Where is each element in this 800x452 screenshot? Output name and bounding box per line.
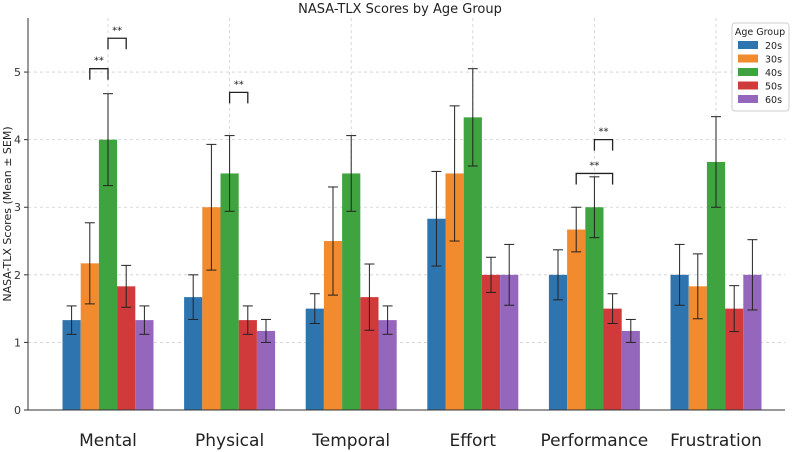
ticks-layer: 0 1 2 3 4 5 <box>14 66 28 417</box>
bar-60s-mental <box>135 320 154 410</box>
legend-swatch-40s <box>738 68 758 76</box>
legend-label-60s: 60s <box>765 95 782 106</box>
bar-60s-effort <box>500 274 519 410</box>
legend-swatch-30s <box>738 54 758 63</box>
category-label: Frustration <box>670 431 762 451</box>
bar-40s-mental <box>98 139 118 411</box>
bar-30s-performance <box>567 229 586 410</box>
category-label: Physical <box>195 431 264 451</box>
bar-50s-frustration <box>725 308 744 410</box>
y-tick-label: 3 <box>14 201 21 214</box>
y-axis-label: NASA-TLX Scores (Mean ± SEM) <box>1 126 14 301</box>
significance-label: ** <box>599 127 609 138</box>
y-tick-label: 2 <box>14 269 21 282</box>
category-label: Mental <box>79 431 137 451</box>
bar-50s-performance <box>603 308 622 410</box>
bar-20s-temporal <box>305 308 324 410</box>
error-bars-layer <box>66 68 758 343</box>
significance-bracket <box>593 139 614 151</box>
bar-30s-effort <box>445 173 464 410</box>
legend-items: 20s 30s 40s 50s 60s <box>738 41 782 106</box>
significance-bracket <box>228 91 249 104</box>
category-labels: Mental Physical Temporal Effort Performance F… <box>79 431 762 451</box>
legend-label-50s: 50s <box>765 82 782 93</box>
significance-label: ** <box>94 56 104 67</box>
legend-label-40s: 40s <box>765 68 782 79</box>
significance-layer: ** ** ** ** ** <box>89 25 614 185</box>
bar-20s-mental <box>62 320 81 410</box>
chart-title: NASA-TLX Scores by Age Group <box>298 2 502 17</box>
bar-30s-physical <box>202 207 221 410</box>
bar-50s-effort <box>481 274 501 410</box>
legend: Age Group 20s 30s 40s 50s 60s <box>731 22 790 112</box>
bar-40s-temporal <box>342 173 361 410</box>
y-tick-label: 0 <box>14 404 21 417</box>
significance-bracket <box>575 172 614 185</box>
bar-50s-mental <box>117 286 136 410</box>
bar-40s-performance <box>585 207 604 410</box>
legend-swatch-60s <box>738 95 758 103</box>
y-tick-label: 5 <box>14 66 21 79</box>
bar-20s-frustration <box>670 274 689 410</box>
category-label: Performance <box>541 431 649 451</box>
bar-60s-physical <box>256 330 276 410</box>
legend-swatch-50s <box>738 81 758 90</box>
bar-50s-physical <box>238 320 257 410</box>
bar-20s-performance <box>548 274 568 410</box>
bar-60s-temporal <box>378 320 397 410</box>
y-tick-label: 4 <box>14 134 21 147</box>
legend-swatch-20s <box>738 41 758 49</box>
bar-20s-physical <box>184 297 203 410</box>
bars-layer <box>62 117 762 411</box>
significance-label: ** <box>589 160 599 171</box>
bar-30s-temporal <box>323 241 343 410</box>
bar-50s-temporal <box>360 297 379 410</box>
significance-bracket <box>107 37 127 50</box>
legend-label-30s: 30s <box>765 55 782 66</box>
legend-title: Age Group <box>735 27 785 38</box>
significance-label: ** <box>112 25 122 36</box>
bar-60s-performance <box>621 330 640 410</box>
significance-bracket <box>89 68 109 80</box>
y-tick-label: 1 <box>14 336 21 349</box>
axes-layer <box>27 18 785 411</box>
bar-40s-effort <box>463 117 482 411</box>
bar-30s-mental <box>80 263 99 410</box>
bar-60s-frustration <box>743 274 762 410</box>
category-label: Effort <box>450 431 497 451</box>
significance-label: ** <box>234 79 244 90</box>
bar-20s-effort <box>427 218 446 410</box>
bar-30s-frustration <box>688 286 707 410</box>
category-label: Temporal <box>311 431 390 451</box>
bar-40s-physical <box>220 173 239 410</box>
bar-40s-frustration <box>706 161 726 410</box>
legend-label-20s: 20s <box>765 41 782 52</box>
